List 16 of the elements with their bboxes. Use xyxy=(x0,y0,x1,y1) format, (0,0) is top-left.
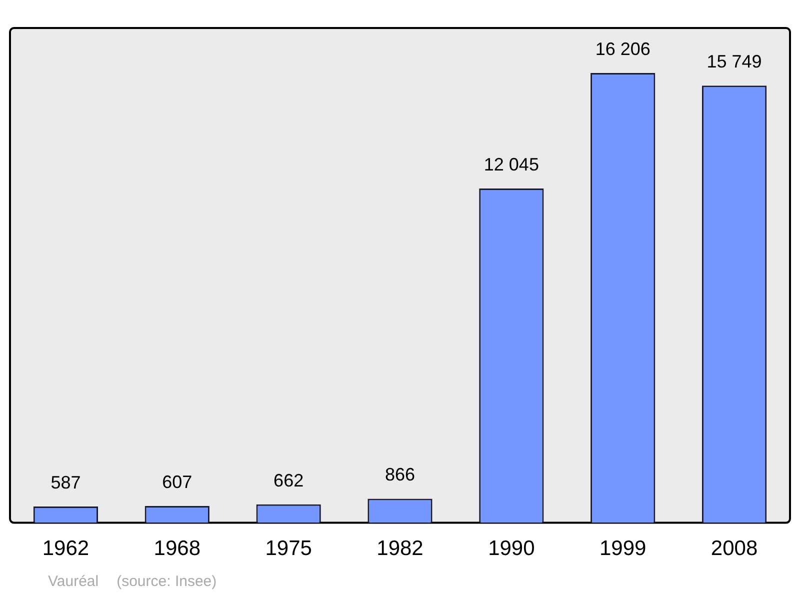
data-label: 16 206 xyxy=(595,38,650,59)
x-tick-label: 1975 xyxy=(265,537,312,560)
data-label: 15 749 xyxy=(706,52,762,72)
x-tick-label: 1968 xyxy=(154,537,200,560)
data-label: 607 xyxy=(162,472,192,492)
x-tick-label: 1962 xyxy=(42,537,90,560)
x-tick-label: 1999 xyxy=(600,537,646,560)
x-tick-label: 1982 xyxy=(376,537,424,560)
data-label: 12 045 xyxy=(484,154,539,174)
data-label: 866 xyxy=(384,464,416,485)
x-tick-label: 1990 xyxy=(488,537,535,560)
data-label: 587 xyxy=(50,472,81,492)
text: (source: Insee) xyxy=(116,573,217,590)
x-tick-label: 2008 xyxy=(710,537,758,560)
data-label: 662 xyxy=(274,470,304,490)
text: Vauréal xyxy=(48,573,99,590)
